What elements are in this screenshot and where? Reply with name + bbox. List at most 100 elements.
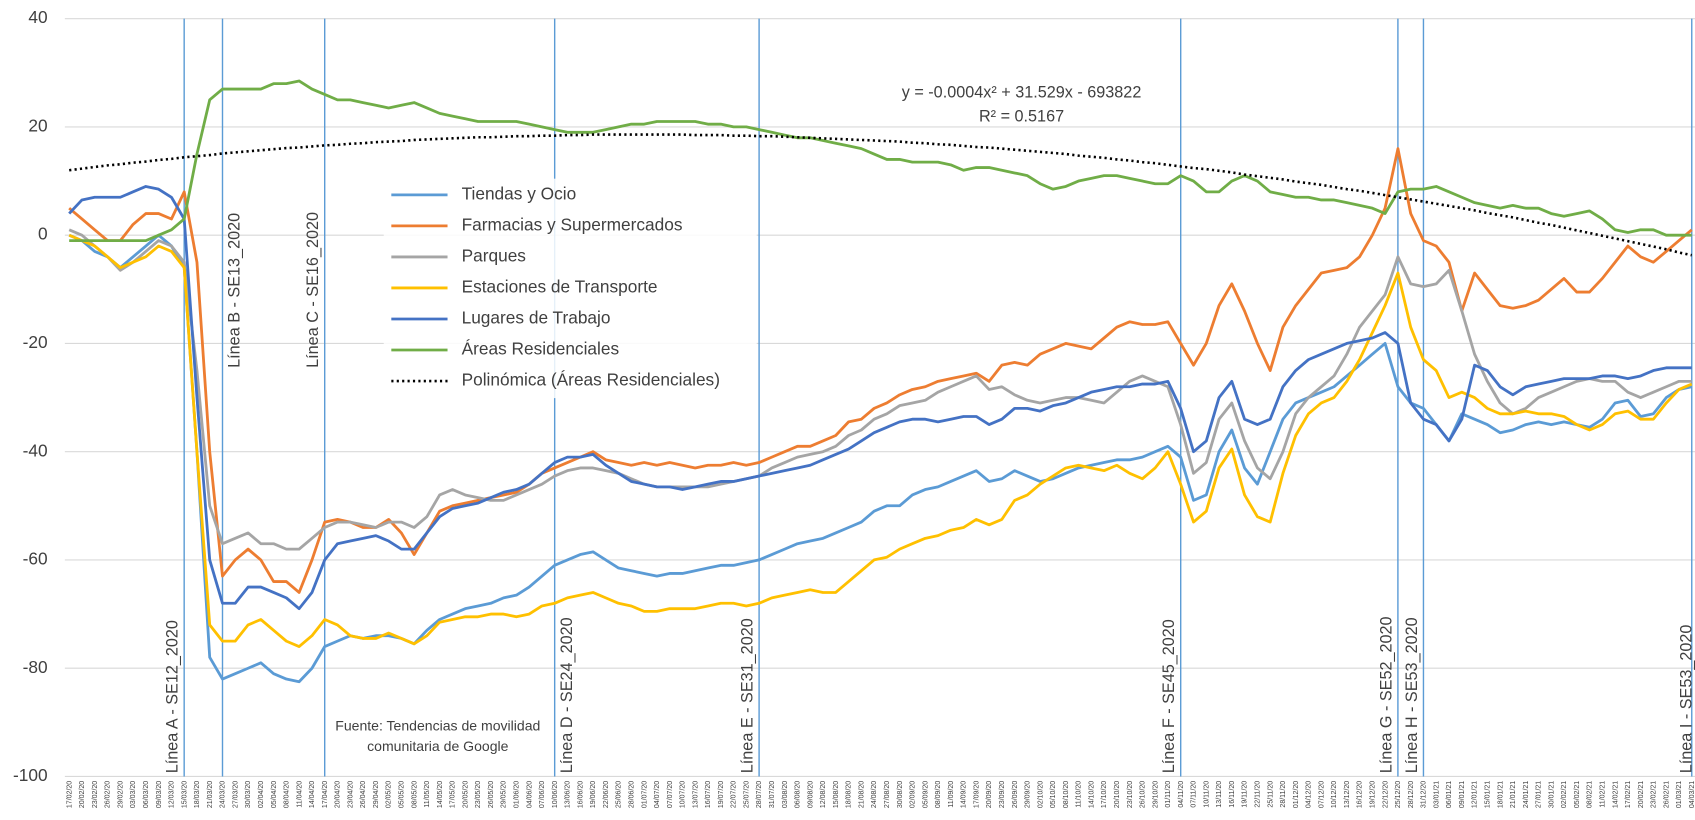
series-line — [68, 147, 1693, 594]
x-tick-label: 25/06/20 — [616, 781, 623, 808]
x-tick-label: 03/08/20 — [782, 781, 789, 808]
y-tick-label: 40 — [28, 7, 47, 27]
x-tick-label: 10/06/20 — [552, 781, 559, 808]
x-tick-label: 22/12/20 — [1382, 781, 1389, 808]
x-tick-label: 11/10/20 — [1076, 781, 1083, 808]
legend-label: Farmacias y Supermercados — [462, 214, 683, 234]
x-tick-label: 15/01/21 — [1485, 781, 1492, 808]
x-tick-label: 04/11/20 — [1178, 781, 1185, 808]
x-tick-label: 26/10/20 — [1140, 781, 1147, 808]
x-tick-label: 31/12/20 — [1421, 781, 1428, 808]
legend-label: Estaciones de Transporte — [462, 277, 658, 297]
x-tick-label: 03/01/21 — [1433, 781, 1440, 808]
x-tick-label: 29/02/20 — [117, 781, 124, 808]
series-line — [69, 79, 1692, 243]
series-line — [68, 233, 1693, 648]
x-tick-label: 28/11/20 — [1280, 781, 1287, 808]
x-tick-label: 21/08/20 — [858, 781, 865, 808]
x-tick-label: 20/04/20 — [335, 781, 342, 808]
x-tick-label: 11/04/20 — [296, 781, 303, 808]
x-tick-label: 16/07/20 — [705, 781, 712, 808]
x-tick-label: 07/06/20 — [539, 781, 546, 808]
x-tick-label: 23/04/20 — [347, 781, 354, 808]
reference-line-label: Línea C - SE16_2020 — [304, 212, 322, 368]
legend-label: Polinómica (Áreas Residenciales) — [462, 370, 720, 390]
x-tick-label: 13/07/20 — [692, 781, 699, 808]
reference-line-label: Línea F - SE45_2020 — [1160, 619, 1178, 773]
x-tick-label: 31/07/20 — [769, 781, 776, 808]
x-tick-label: 18/01/21 — [1497, 781, 1504, 808]
x-tick-label: 10/12/20 — [1331, 781, 1338, 808]
x-tick-label: 01/06/20 — [514, 781, 521, 808]
x-tick-label: 20/10/20 — [1114, 781, 1121, 808]
trend-line — [69, 133, 1693, 257]
x-tick-label: 20/09/20 — [986, 781, 993, 808]
x-tick-label: 08/10/20 — [1063, 781, 1070, 808]
x-tick-label: 06/03/20 — [143, 781, 150, 808]
source-note: comunitaria de Google — [367, 738, 509, 754]
x-tick-label: 06/08/20 — [795, 781, 802, 808]
x-tick-label: 02/05/20 — [386, 781, 393, 808]
x-tick-label: 07/07/20 — [667, 781, 674, 808]
x-tick-label: 23/02/21 — [1651, 781, 1658, 808]
x-tick-label: 05/02/21 — [1574, 781, 1581, 808]
x-tick-label: 14/10/20 — [1088, 781, 1095, 808]
x-tick-label: 03/03/20 — [130, 781, 137, 808]
x-tick-label: 02/09/20 — [910, 781, 917, 808]
x-tick-label: 05/09/20 — [922, 781, 929, 808]
legend-label: Lugares de Trabajo — [462, 308, 611, 328]
x-tick-label: 14/04/20 — [309, 781, 316, 808]
y-tick-label: -60 — [23, 549, 48, 569]
x-tick-label: 18/08/20 — [846, 781, 853, 808]
x-tick-label: 28/06/20 — [628, 781, 635, 808]
x-tick-label: 17/02/20 — [66, 781, 73, 808]
x-tick-label: 02/04/20 — [258, 781, 265, 808]
x-tick-label: 29/09/20 — [1025, 781, 1032, 808]
x-tick-label: 27/01/21 — [1536, 781, 1543, 808]
x-tick-label: 24/01/21 — [1523, 781, 1530, 808]
legend-label: Áreas Residenciales — [462, 339, 620, 359]
x-tick-label: 01/12/20 — [1293, 781, 1300, 808]
x-tick-label: 17/10/20 — [1101, 781, 1108, 808]
x-tick-label: 21/01/21 — [1510, 781, 1517, 808]
source-note: Fuente: Tendencias de movilidad — [335, 717, 540, 733]
x-tick-label: 30/01/21 — [1548, 781, 1555, 808]
x-tick-label: 25/07/20 — [743, 781, 750, 808]
x-tick-label: 04/07/20 — [654, 781, 661, 808]
x-tick-label: 22/11/20 — [1255, 781, 1262, 808]
x-tick-label: 20/02/21 — [1638, 781, 1645, 808]
x-tick-label: 09/08/20 — [807, 781, 814, 808]
x-tick-label: 26/09/20 — [1012, 781, 1019, 808]
x-tick-label: 19/07/20 — [718, 781, 725, 808]
x-tick-label: 22/06/20 — [603, 781, 610, 808]
x-tick-label: 02/10/20 — [1037, 781, 1044, 808]
reference-line-label: Línea G - SE52_2020 — [1377, 616, 1395, 773]
x-tick-label: 29/04/20 — [373, 781, 380, 808]
reference-line-label: Línea D - SE24_2020 — [558, 617, 576, 773]
x-tick-label: 29/05/20 — [501, 781, 508, 808]
x-tick-label: 17/05/20 — [450, 781, 457, 808]
x-tick-label: 17/09/20 — [973, 781, 980, 808]
x-tick-label: 23/02/20 — [92, 781, 99, 808]
x-tick-label: 13/11/20 — [1216, 781, 1223, 808]
x-tick-label: 16/06/20 — [577, 781, 584, 808]
x-tick-label: 13/12/20 — [1344, 781, 1351, 808]
x-tick-label: 25/11/20 — [1267, 781, 1274, 808]
x-tick-label: 05/04/20 — [271, 781, 278, 808]
x-tick-label: 07/12/20 — [1318, 781, 1325, 808]
x-tick-label: 07/11/20 — [1191, 781, 1198, 808]
trendline-equation: y = -0.0004x² + 31.529x - 693822 — [902, 84, 1142, 102]
legend: Tiendas y Ocio Farmacias y Supermercados P… — [383, 178, 757, 399]
x-tick-label: 15/03/20 — [181, 781, 188, 808]
x-tick-label: 14/09/20 — [961, 781, 968, 808]
x-tick-label: 01/03/21 — [1676, 781, 1683, 808]
x-tick-label: 10/07/20 — [680, 781, 687, 808]
x-tick-label: 26/04/20 — [360, 781, 367, 808]
x-tick-label: 20/05/20 — [462, 781, 469, 808]
x-tick-label: 19/11/20 — [1242, 781, 1249, 808]
x-tick-label: 02/02/21 — [1561, 781, 1568, 808]
reference-line-label: Línea E - SE31_2020 — [739, 618, 757, 773]
reference-line-label: Línea A - SE12_2020 — [164, 620, 182, 773]
